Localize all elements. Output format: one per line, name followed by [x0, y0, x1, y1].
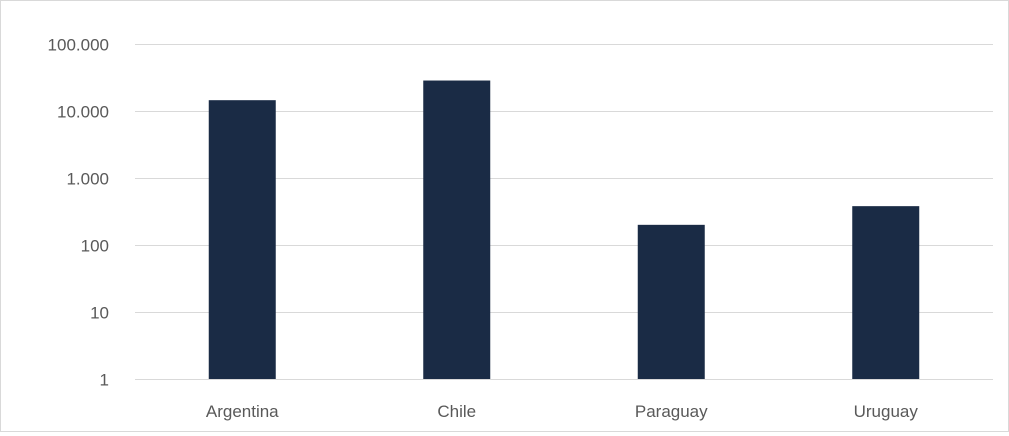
y-tick-label: 10	[90, 304, 109, 323]
grid-layer	[135, 44, 993, 380]
x-axis-ticks: Argentina Chile Paraguay Uruguay	[206, 402, 919, 421]
y-tick-label: 1.000	[66, 170, 109, 189]
bar-chile	[423, 80, 491, 379]
y-axis-ticks: 1 10 100 1.000 10.000 100.000	[48, 36, 109, 390]
y-tick-label: 1	[100, 371, 109, 390]
x-tick-label: Uruguay	[854, 402, 919, 421]
y-tick-label: 100.000	[48, 36, 109, 55]
x-tick-label: Argentina	[206, 402, 279, 421]
x-tick-label: Chile	[437, 402, 476, 421]
y-tick-label: 10.000	[57, 103, 109, 122]
bar-paraguay	[637, 224, 705, 379]
bar-argentina	[208, 100, 276, 379]
x-tick-label: Paraguay	[635, 402, 708, 421]
bar-uruguay	[852, 206, 920, 379]
y-tick-label: 100	[81, 237, 109, 256]
bars	[208, 80, 920, 379]
